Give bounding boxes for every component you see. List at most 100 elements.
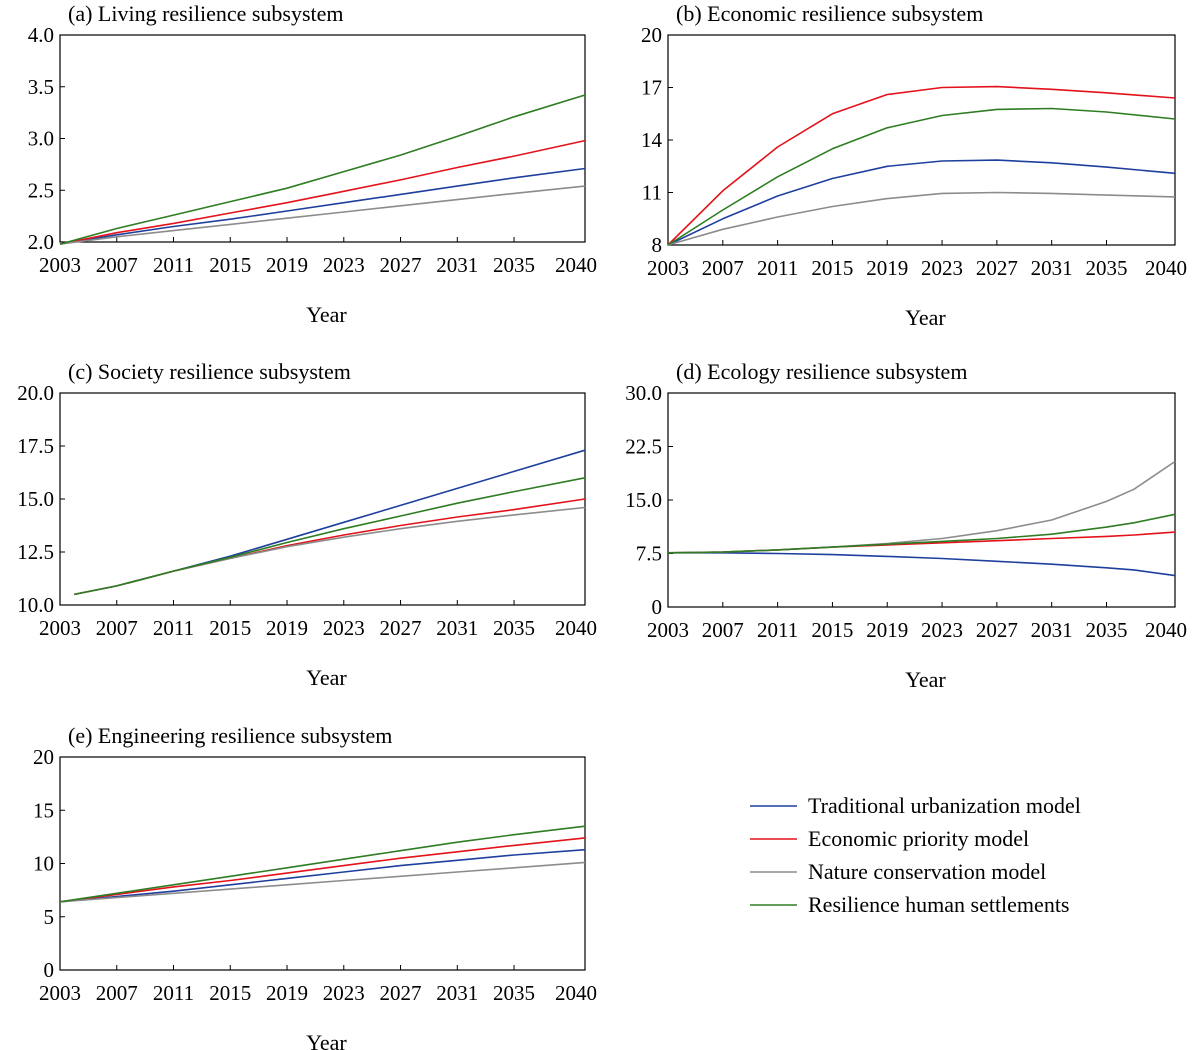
x-axis-label: Year — [905, 667, 946, 692]
x-tick-label: 2015 — [811, 256, 853, 280]
series-line-traditional-urbanization-model — [59, 167, 586, 245]
x-tick-label: 2023 — [921, 256, 963, 280]
x-tick-label: 2040 — [1145, 256, 1187, 280]
x-tick-label: 2040 — [555, 253, 597, 277]
x-tick-label: 2019 — [866, 618, 908, 642]
x-tick-label: 2023 — [323, 616, 365, 640]
x-tick-label: 2031 — [1031, 256, 1073, 280]
x-tick-label: 2023 — [323, 253, 365, 277]
x-tick-label: 2035 — [493, 616, 535, 640]
x-tick-label: 2011 — [757, 256, 798, 280]
y-tick-label: 20 — [33, 745, 54, 769]
y-tick-label: 17 — [641, 76, 662, 100]
plot-frame — [59, 392, 586, 606]
chart-title: (c) Society resilience subsystem — [68, 359, 351, 384]
y-tick-label: 4.0 — [28, 23, 54, 47]
series-line-traditional-urbanization-model — [667, 159, 1176, 246]
y-tick-label: 20.0 — [17, 381, 54, 405]
y-tick-label: 20 — [641, 23, 662, 47]
series-line-resilience-human-settlements — [667, 107, 1176, 246]
plot-frame — [59, 756, 586, 971]
chart-title: (b) Economic resilience subsystem — [676, 1, 983, 26]
x-tick-label: 2011 — [153, 981, 194, 1005]
series-line-nature-conservation-model — [667, 460, 1176, 554]
panel-b: (b) Economic resilience subsystem 8 11 14 17… — [641, 1, 1187, 330]
y-tick-label: 3.0 — [28, 127, 54, 151]
x-tick-label: 2003 — [39, 616, 81, 640]
x-tick-label: 2019 — [266, 981, 308, 1005]
x-tick-label: 2011 — [153, 616, 194, 640]
y-tick-label: 14 — [641, 128, 663, 152]
y-tick-label: 0 — [44, 958, 55, 982]
x-tick-label: 2015 — [209, 616, 251, 640]
x-tick-label: 2027 — [380, 616, 422, 640]
series-line-resilience-human-settlements — [74, 477, 586, 596]
series-line-traditional-urbanization-model — [59, 848, 586, 903]
x-tick-label: 2015 — [811, 618, 853, 642]
x-axis-label: Year — [306, 1030, 347, 1050]
series-line-economic-priority-model — [667, 85, 1176, 246]
x-axis-label: Year — [306, 302, 347, 327]
x-tick-label: 2031 — [1031, 618, 1073, 642]
y-tick-label: 0 — [652, 595, 663, 619]
x-tick-label: 2035 — [1085, 256, 1127, 280]
y-tick-label: 30.0 — [625, 381, 662, 405]
x-tick-label: 2023 — [921, 618, 963, 642]
y-tick-label: 8 — [652, 233, 663, 257]
chart-title: (e) Engineering resilience subsystem — [68, 723, 392, 748]
x-tick-label: 2027 — [976, 618, 1018, 642]
series-line-nature-conservation-model — [59, 861, 586, 903]
chart-title: (a) Living resilience subsystem — [68, 1, 344, 26]
x-axis-label: Year — [306, 665, 347, 690]
x-tick-label: 2007 — [96, 616, 138, 640]
panel-e: (e) Engineering resilience subsystem 0 5 10… — [33, 723, 597, 1050]
x-tick-label: 2035 — [493, 253, 535, 277]
x-tick-label: 2007 — [702, 256, 744, 280]
x-tick-label: 2031 — [436, 253, 478, 277]
y-tick-label: 15 — [33, 798, 54, 822]
y-tick-label: 11 — [642, 181, 662, 205]
x-tick-label: 2011 — [757, 618, 798, 642]
x-tick-label: 2003 — [647, 256, 689, 280]
series-line-economic-priority-model — [59, 139, 586, 245]
series-line-nature-conservation-model — [74, 506, 586, 596]
plot-frame — [667, 34, 1176, 246]
x-tick-label: 2003 — [39, 981, 81, 1005]
x-tick-label: 2011 — [153, 253, 194, 277]
x-tick-label: 2031 — [436, 981, 478, 1005]
legend-label-0: Traditional urbanization model — [808, 793, 1081, 818]
y-tick-label: 10.0 — [17, 593, 54, 617]
x-tick-label: 2035 — [1085, 618, 1127, 642]
panel-d: (d) Ecology resilience subsystem 0 7.5 15.0… — [625, 359, 1187, 692]
y-tick-label: 10 — [33, 852, 54, 876]
x-tick-label: 2019 — [266, 616, 308, 640]
series-line-resilience-human-settlements — [667, 513, 1176, 554]
x-tick-label: 2040 — [555, 981, 597, 1005]
y-tick-label: 7.5 — [636, 542, 662, 566]
series-line-nature-conservation-model — [59, 185, 586, 245]
legend-label-2: Nature conservation model — [808, 859, 1046, 884]
y-tick-label: 22.5 — [625, 435, 662, 459]
x-tick-label: 2019 — [866, 256, 908, 280]
y-tick-label: 15.0 — [17, 487, 54, 511]
chart-title: (d) Ecology resilience subsystem — [676, 359, 967, 384]
x-tick-label: 2035 — [493, 981, 535, 1005]
panels: (a) Living resilience subsystem 2.0 2.5 3.0… — [17, 1, 1187, 1050]
x-tick-label: 2023 — [323, 981, 365, 1005]
x-tick-label: 2031 — [436, 616, 478, 640]
plot-frame — [667, 392, 1176, 608]
x-tick-label: 2015 — [209, 981, 251, 1005]
y-tick-label: 17.5 — [17, 434, 54, 458]
x-tick-label: 2027 — [976, 256, 1018, 280]
x-tick-label: 2007 — [96, 253, 138, 277]
series-line-resilience-human-settlements — [59, 94, 586, 245]
panel-c: (c) Society resilience subsystem 10.0 12.5… — [17, 359, 597, 690]
x-tick-label: 2003 — [39, 253, 81, 277]
x-tick-label: 2019 — [266, 253, 308, 277]
x-tick-label: 2027 — [380, 253, 422, 277]
x-tick-label: 2040 — [1145, 618, 1187, 642]
x-tick-label: 2003 — [647, 618, 689, 642]
x-tick-label: 2027 — [380, 981, 422, 1005]
series-line-economic-priority-model — [74, 498, 586, 596]
